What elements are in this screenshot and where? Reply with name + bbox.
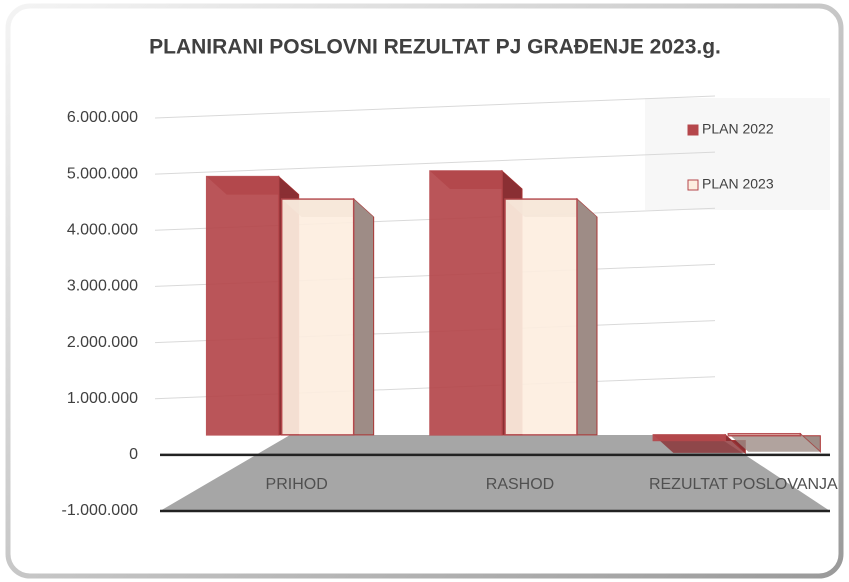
legend-label: PLAN 2022 xyxy=(702,121,774,137)
bar-face xyxy=(280,198,355,436)
y-tick-label: 5.000.000 xyxy=(67,165,138,182)
chart-title: PLANIRANI POSLOVNI REZULTAT PJ GRAĐENJE … xyxy=(149,36,721,59)
x-tick-label: RASHOD xyxy=(486,476,554,493)
bar-face xyxy=(353,197,375,436)
bar-face xyxy=(652,434,727,442)
bar-face xyxy=(727,432,802,437)
x-tick-label: REZULTAT POSLOVANJA xyxy=(649,476,838,493)
bar-face xyxy=(576,197,598,436)
y-tick-label: -1.000.000 xyxy=(61,502,138,519)
y-tick-label: 1.000.000 xyxy=(67,390,138,407)
bar-face xyxy=(429,170,503,436)
legend-swatch xyxy=(687,179,699,191)
legend-swatch xyxy=(687,124,699,136)
bar xyxy=(280,197,375,436)
y-tick-label: 3.000.000 xyxy=(67,278,138,295)
x-tick-label: PRIHOD xyxy=(266,476,328,493)
y-tick-label: 2.000.000 xyxy=(67,334,138,351)
grid-line xyxy=(154,151,716,175)
y-tick-label: 0 xyxy=(129,446,138,463)
legend-label: PLAN 2023 xyxy=(702,176,774,192)
y-tick-label: 4.000.000 xyxy=(67,222,138,239)
bar-face xyxy=(728,433,821,452)
bar xyxy=(727,432,821,453)
y-tick-label: 6.000.000 xyxy=(67,109,138,126)
grid-line xyxy=(154,95,716,119)
bar xyxy=(504,197,598,436)
bar-face xyxy=(205,175,280,436)
bar-face xyxy=(504,198,578,436)
